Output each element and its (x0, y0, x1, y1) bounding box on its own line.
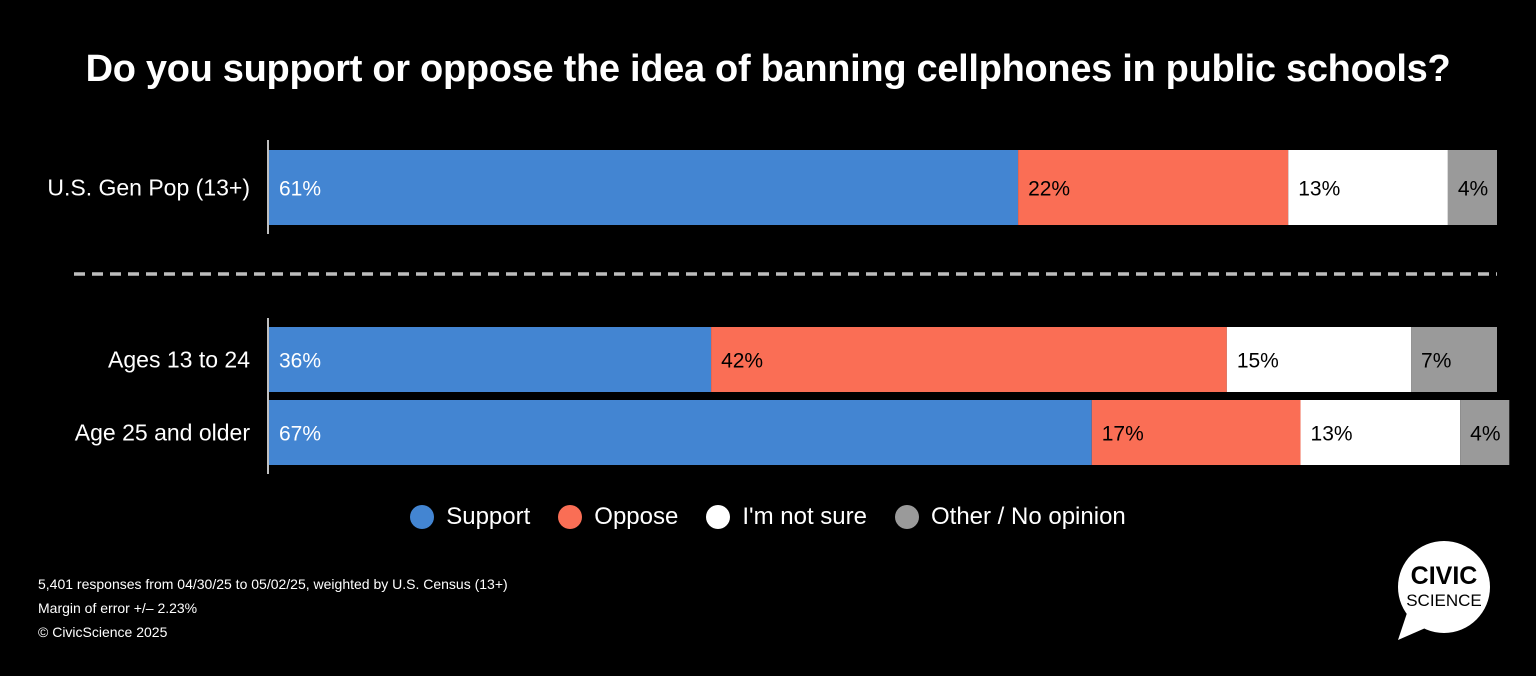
stacked-bar-chart: U.S. Gen Pop (13+) 61% 22% 13% 4% Ages 13 to … (47, 140, 1510, 474)
legend-label: Support (446, 503, 531, 530)
civicscience-logo: CIVIC SCIENCE (1398, 541, 1490, 640)
bar-segment (711, 327, 1227, 392)
legend-swatch (894, 505, 919, 529)
data-label: 36% (279, 350, 321, 373)
legend-item: I'm not sure (706, 503, 867, 531)
bar-segment (1226, 327, 1412, 392)
legend-item: Oppose (558, 503, 678, 531)
bar-segment (1091, 400, 1301, 465)
data-label: 22% (1028, 178, 1070, 201)
footnotes: 5,401 responses from 04/30/25 to 05/02/2… (38, 572, 508, 644)
category-label: Ages 13 to 24 (108, 347, 250, 373)
legend-item: Support (410, 503, 530, 531)
logo-line1: CIVIC (1411, 562, 1478, 590)
legend-label: Other / No opinion (930, 503, 1126, 530)
footnote-margin-of-error: Margin of error +/– 2.23% (38, 600, 198, 616)
data-label: 67% (279, 423, 321, 446)
data-label: 42% (721, 350, 763, 373)
bar-segment (269, 150, 1019, 225)
legend: Support Oppose I'm not sure Other / No opin… (0, 503, 1536, 531)
data-label: 15% (1237, 350, 1279, 373)
data-label: 4% (1470, 423, 1500, 446)
bar-segment (269, 400, 1092, 465)
legend-swatch (706, 505, 731, 529)
bar-segment (1447, 150, 1497, 225)
legend-label: Oppose (594, 503, 679, 530)
bar-segment (1018, 150, 1289, 225)
bar-segment (1411, 327, 1497, 392)
legend-label: I'm not sure (742, 503, 867, 530)
bar-segment (269, 327, 712, 392)
data-label: 13% (1298, 178, 1340, 201)
logo-line2: SCIENCE (1406, 591, 1482, 610)
legend-swatch (410, 505, 435, 529)
data-label: 7% (1421, 350, 1451, 373)
legend-swatch (558, 505, 583, 529)
bar-segment (1300, 400, 1461, 465)
data-label: 61% (279, 178, 321, 201)
category-label: Age 25 and older (75, 420, 251, 446)
data-label: 17% (1102, 423, 1144, 446)
bar-segment (1288, 150, 1448, 225)
chart-title: Do you support or oppose the idea of ban… (85, 48, 1451, 90)
category-label: U.S. Gen Pop (13+) (47, 175, 250, 201)
footnote-copyright: © CivicScience 2025 (38, 624, 168, 640)
bar-segment (1460, 400, 1510, 465)
data-label: 4% (1458, 178, 1488, 201)
footnote-responses: 5,401 responses from 04/30/25 to 05/02/2… (38, 576, 508, 592)
legend-item: Other / No opinion (894, 503, 1126, 531)
data-label: 13% (1311, 423, 1353, 446)
